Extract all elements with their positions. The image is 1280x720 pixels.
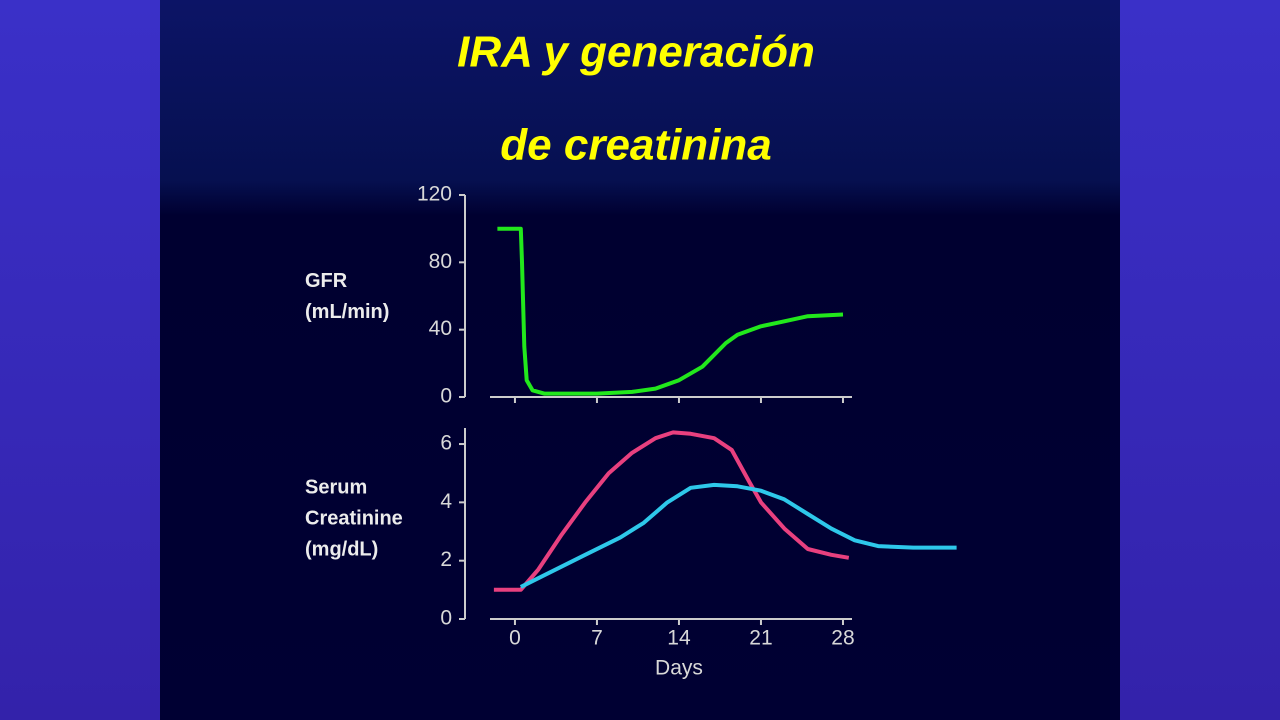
y-axis-label: (mg/dL) (305, 538, 378, 560)
y-tick-label: 80 (429, 250, 452, 273)
data-line (493, 430, 850, 592)
x-tick-label: 21 (749, 627, 772, 650)
data-line (497, 226, 844, 396)
y-axis-label: (mL/min) (305, 301, 389, 323)
slide-title: de creatinina (500, 121, 771, 170)
x-tick-label: 28 (831, 627, 854, 650)
y-axis-label: Serum (305, 476, 367, 498)
x-axis-label: Days (655, 657, 703, 680)
y-tick-label: 2 (440, 548, 452, 571)
y-tick-label: 0 (440, 607, 452, 630)
y-axis-label: GFR (305, 270, 348, 292)
x-tick-label: 14 (667, 627, 691, 650)
y-tick-label: 120 (417, 183, 452, 206)
y-tick-label: 40 (429, 317, 452, 340)
y-tick-label: 4 (440, 490, 452, 513)
data-line (519, 482, 957, 589)
x-tick-label: 7 (591, 627, 603, 650)
y-tick-label: 6 (440, 432, 452, 455)
slide-title: IRA y generación (457, 28, 815, 77)
y-tick-label: 0 (440, 385, 452, 408)
x-tick-label: 0 (509, 627, 521, 650)
slide (160, 0, 1120, 720)
y-axis-label: Creatinine (305, 507, 403, 529)
